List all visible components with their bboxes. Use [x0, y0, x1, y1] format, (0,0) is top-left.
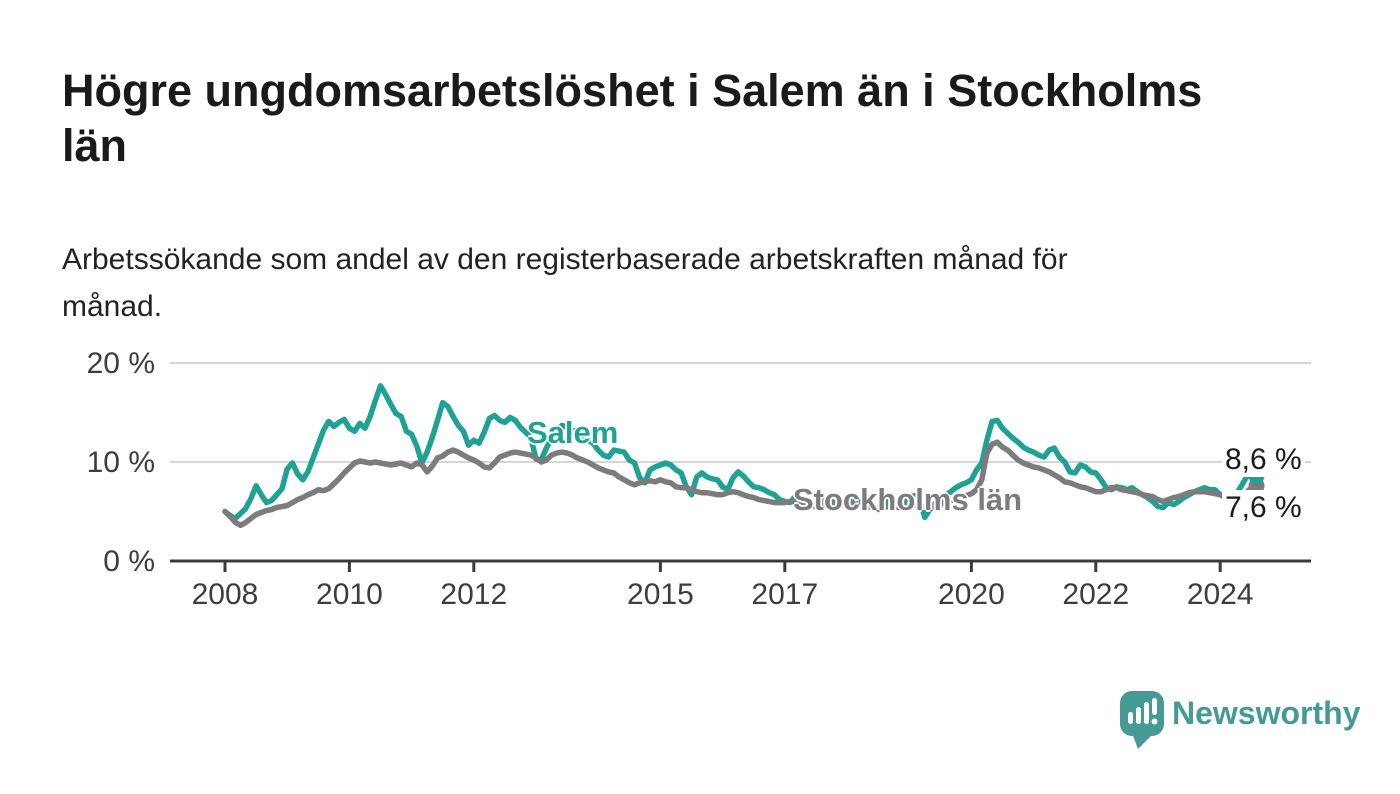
x-axis-label-2010: 2010 — [316, 578, 383, 611]
x-axis-label-2017: 2017 — [751, 578, 819, 611]
title-line-2: län — [62, 120, 128, 171]
salem-line — [222, 383, 1260, 522]
x-axis-label-2008: 2008 — [191, 578, 259, 611]
chart-subtitle: Arbetssökande som andel av den registerb… — [62, 236, 1312, 330]
y-axis-label-20: 20 % — [86, 347, 155, 380]
stockholms-lan-line — [222, 439, 1260, 529]
newsworthy-logo-text: Newsworthy — [1172, 695, 1361, 731]
series-label-salem: Salem — [527, 415, 619, 450]
end-value-label-salem: 8,6 % — [1222, 442, 1305, 477]
subtitle-line-2: månad. — [62, 290, 163, 323]
series-label-stockholms-lan: Stockholms län — [793, 482, 1023, 517]
page-title: Högre ungdomsarbetslöshet i Salem än i S… — [62, 63, 1352, 173]
x-axis-label-2015: 2015 — [627, 578, 694, 611]
y-axis-label-0: 0 % — [103, 545, 155, 578]
x-axis-label-2020: 2020 — [938, 578, 1005, 611]
x-axis-label-2022: 2022 — [1062, 578, 1130, 611]
newsworthy-logo-icon — [1120, 691, 1164, 749]
title-line-1: Högre ungdomsarbetslöshet i Salem än i S… — [62, 65, 1203, 116]
y-axis-label-10: 10 % — [86, 446, 155, 479]
x-axis-label-2024: 2024 — [1186, 578, 1254, 611]
end-value-label-stockholms-lan: 7,6 % — [1222, 490, 1305, 525]
newsworthy-logo: Newsworthy — [1116, 688, 1360, 752]
subtitle-line-1: Arbetssökande som andel av den registerb… — [62, 243, 1068, 276]
x-axis-label-2012: 2012 — [440, 578, 508, 611]
